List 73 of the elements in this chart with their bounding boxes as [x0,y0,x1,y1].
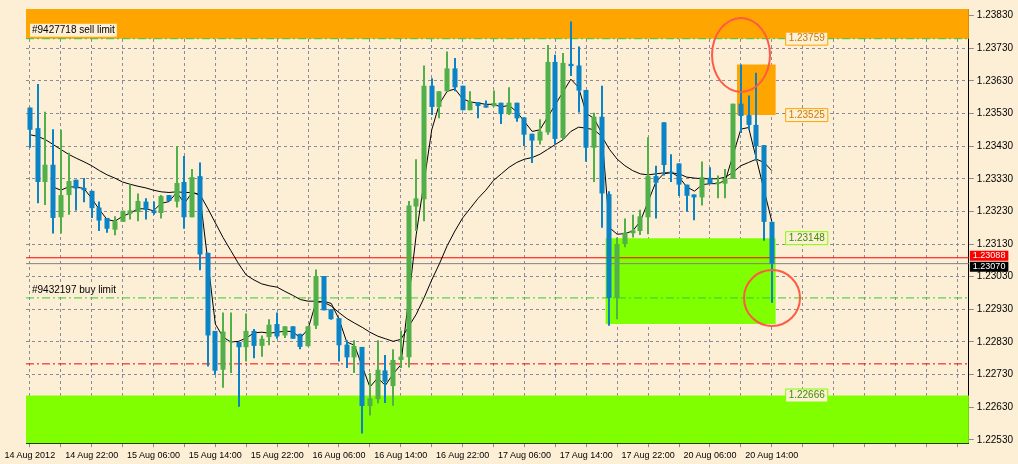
candlestick [259,334,265,358]
candlestick [452,56,458,93]
candlestick [236,341,242,408]
candlestick [42,110,48,206]
candlestick [529,132,535,165]
candlestick [73,178,79,212]
candlestick [699,160,705,207]
candlestick [568,20,574,77]
candlestick [344,339,350,370]
candlestick [676,162,682,198]
candlestick [243,312,249,363]
candlestick [429,77,435,117]
candlestick [398,329,404,370]
candlestick [81,177,87,204]
x-tick-label: 17 Aug 22:00 [621,450,675,461]
candlestick [135,192,141,223]
candlestick [228,311,234,375]
candlestick [506,86,512,117]
y-tick-label: 1.23830 [976,9,1014,21]
y-tick-label: 1.23230 [976,205,1014,217]
y-tick-label: 1.23030 [976,270,1014,282]
x-tick-label: 17 Aug 14:00 [559,450,613,461]
y-tick-label: 1.23530 [976,107,1014,119]
candlestick [66,151,72,216]
candlestick [143,197,149,221]
candlestick [382,354,388,405]
ref-line-label: #9427718 sell limit [32,24,116,36]
y-tick-label: 1.22930 [976,303,1014,315]
candlestick [746,94,752,131]
x-tick-label: 20 Aug 06:00 [683,450,737,461]
candlestick [436,90,442,120]
x-tick-label: 15 Aug 22:00 [250,450,304,461]
band-label: 1.23525 [788,108,826,120]
x-tick-label: 14 Aug 22:00 [65,450,119,461]
y-tick-label: 1.22830 [976,335,1014,347]
x-tick-label: 16 Aug 14:00 [374,450,428,461]
y-tick-label: 1.23730 [976,41,1014,53]
candlestick [251,327,257,360]
x-tick-label: 15 Aug 06:00 [126,450,181,461]
ref-line-label: 1.23088 [972,250,1006,261]
candlestick [753,71,759,162]
x-tick-label: 16 Aug 22:00 [436,450,490,461]
candlestick [537,118,543,146]
x-tick-label: 15 Aug 14:00 [188,450,242,461]
candlestick [738,63,744,135]
candlestick [266,318,272,347]
y-tick-label: 1.22630 [976,401,1014,413]
candlestick [367,372,373,417]
y-tick-label: 1.23330 [976,172,1014,184]
candlestick [58,128,64,235]
y-tick-label: 1.23130 [976,237,1014,249]
candlestick [622,217,628,249]
candlestick [112,215,118,237]
y-tick-label: 1.22730 [976,368,1014,380]
x-tick-label: 16 Aug 06:00 [312,450,366,461]
band-label: 1.23148 [788,231,826,243]
candlestick [27,106,33,149]
ref-line-label: 1.23070 [972,261,1006,272]
y-tick-label: 1.23630 [976,74,1014,86]
ref-line-label: #9432197 buy limit [32,283,117,295]
candlestick [274,311,280,340]
band-label: 1.22666 [788,389,826,401]
candlestick [158,194,164,220]
y-tick-label: 1.23430 [976,139,1014,151]
y-tick-label: 1.22530 [976,433,1014,445]
candlestick [174,145,180,209]
band-label: 1.23759 [788,32,826,44]
candlestick [444,50,450,93]
x-tick-label: 20 Aug 14:00 [745,450,799,461]
candlestick [351,339,357,375]
x-tick-label: 17 Aug 06:00 [497,450,552,461]
x-tick-label: 14 Aug 2012 [4,450,56,461]
candlestick [653,164,659,220]
